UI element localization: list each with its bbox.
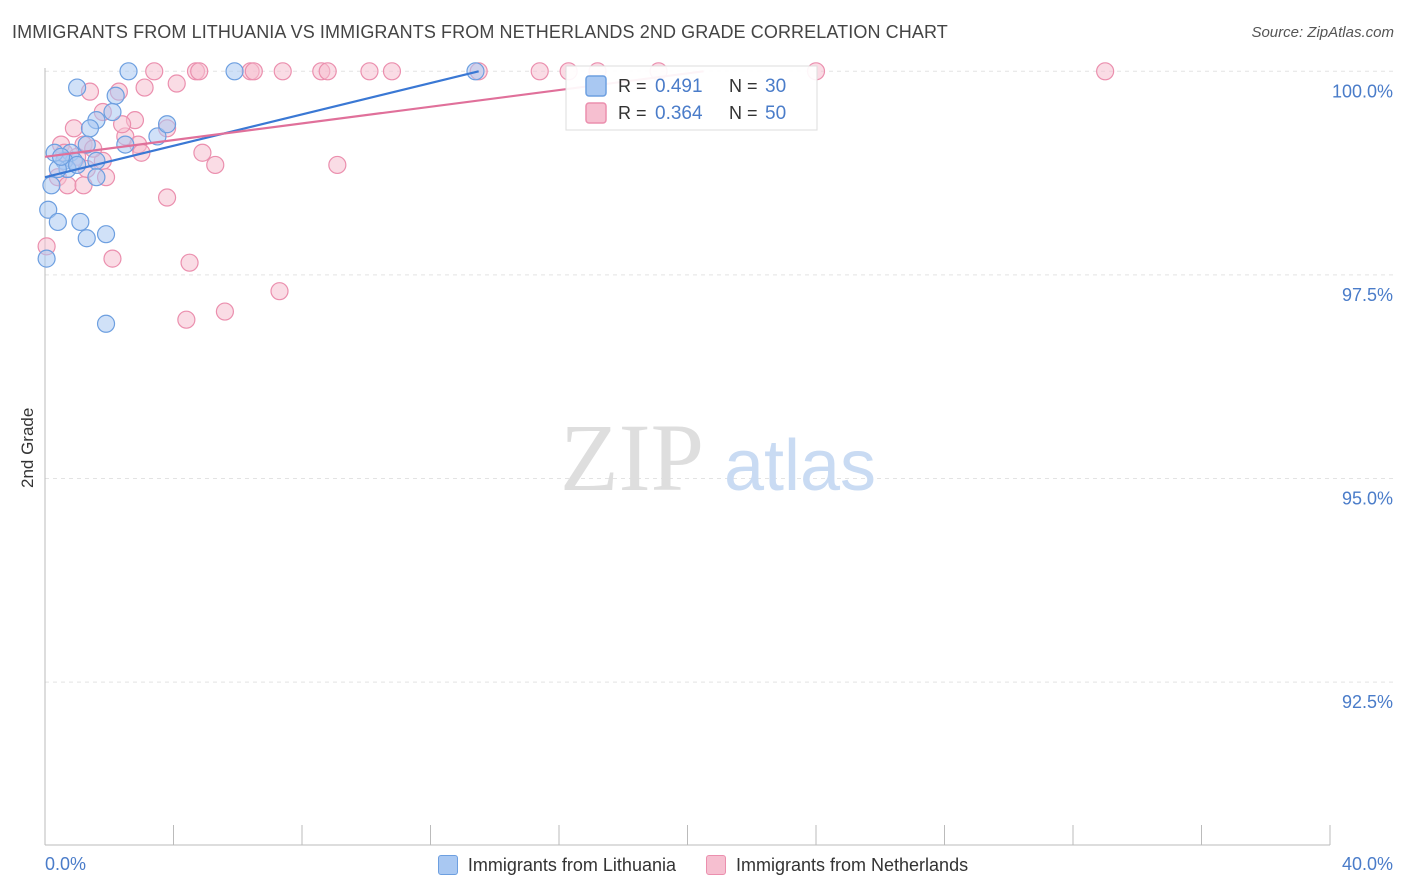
- point-netherlands: [270, 282, 289, 301]
- point-netherlands: [193, 143, 212, 162]
- legend-box: R = 0.491 N = 30 R = 0.364 N = 50: [565, 65, 818, 131]
- legend-swatch-netherlands: [706, 855, 726, 875]
- point-lithuania: [106, 86, 125, 105]
- legend-frame: [565, 65, 818, 131]
- bottom-legend: Immigrants from Lithuania Immigrants fro…: [0, 850, 1406, 880]
- legend-n-label: N =: [729, 103, 758, 123]
- point-lithuania: [77, 229, 96, 248]
- source-label: Source: ZipAtlas.com: [1251, 24, 1394, 41]
- x-tick-label-min: 0.0%: [45, 854, 86, 874]
- legend-item-lithuania: Immigrants from Lithuania: [437, 854, 676, 876]
- point-netherlands: [64, 119, 84, 138]
- legend-r-label: R =: [618, 76, 647, 96]
- chart-title: IMMIGRANTS FROM LITHUANIA VS IMMIGRANTS …: [12, 22, 948, 42]
- legend-n-value: 30: [765, 76, 786, 97]
- watermark-atlas: atlas: [724, 426, 876, 506]
- point-lithuania: [51, 147, 71, 166]
- y-tick-label: 92.5%: [1342, 692, 1393, 712]
- point-lithuania: [96, 225, 116, 244]
- point-lithuania: [103, 102, 122, 122]
- y-tick-label: 97.5%: [1342, 285, 1393, 305]
- point-netherlands: [206, 155, 225, 175]
- point-lithuania: [96, 314, 116, 333]
- point-netherlands: [103, 249, 122, 268]
- point-netherlands: [1096, 62, 1115, 81]
- point-lithuania: [48, 212, 67, 232]
- point-lithuania: [157, 115, 177, 134]
- axes: 100.0% 97.5% 95.0% 92.5% 0.0% 40.0%: [44, 68, 1393, 874]
- legend-label-lithuania: Immigrants from Lithuania: [467, 854, 676, 875]
- point-netherlands: [190, 62, 209, 81]
- point-lithuania: [119, 62, 138, 81]
- point-netherlands: [360, 62, 379, 81]
- point-netherlands: [244, 62, 263, 81]
- point-lithuania: [68, 78, 87, 97]
- legend-r-label: R =: [618, 103, 647, 123]
- point-lithuania: [37, 249, 56, 268]
- legend-swatch-lithuania: [437, 855, 458, 875]
- point-netherlands: [58, 176, 77, 195]
- point-netherlands: [177, 310, 196, 329]
- legend-r-value: 0.364: [655, 103, 703, 124]
- trend-line-lithuania: [44, 70, 479, 179]
- point-lithuania: [80, 119, 100, 138]
- point-netherlands: [74, 176, 93, 195]
- point-lithuania: [225, 62, 244, 81]
- point-netherlands: [215, 302, 234, 321]
- point-netherlands: [135, 78, 154, 97]
- watermark-zip: ZIP: [560, 404, 704, 511]
- point-netherlands: [382, 62, 402, 81]
- y-tick-label: 95.0%: [1342, 489, 1393, 509]
- point-netherlands: [112, 115, 132, 134]
- legend-item-netherlands: Immigrants from Netherlands: [706, 855, 968, 876]
- point-netherlands: [328, 155, 347, 175]
- watermark: ZIP atlas: [560, 404, 876, 511]
- y-tick-label: 100.0%: [1332, 81, 1393, 101]
- point-netherlands: [157, 188, 177, 207]
- point-netherlands: [180, 253, 199, 272]
- legend-n-label: N =: [729, 76, 758, 96]
- point-netherlands: [530, 62, 549, 81]
- point-netherlands: [273, 62, 292, 81]
- legend-box-swatch-netherlands: [585, 102, 607, 124]
- point-netherlands: [145, 62, 164, 81]
- point-lithuania: [77, 135, 96, 154]
- gridlines: [45, 70, 1394, 683]
- point-lithuania: [71, 212, 90, 232]
- x-tick-label-max: 40.0%: [1342, 854, 1393, 874]
- legend-n-value: 50: [765, 103, 786, 124]
- point-netherlands: [167, 74, 186, 93]
- legend-r-value: 0.491: [655, 76, 703, 97]
- point-lithuania: [42, 176, 61, 195]
- point-netherlands: [318, 62, 337, 81]
- legend-box-swatch-lithuania: [585, 75, 607, 97]
- point-lithuania: [87, 168, 106, 187]
- point-lithuania: [39, 200, 58, 219]
- legend-label-netherlands: Immigrants from Netherlands: [736, 854, 969, 875]
